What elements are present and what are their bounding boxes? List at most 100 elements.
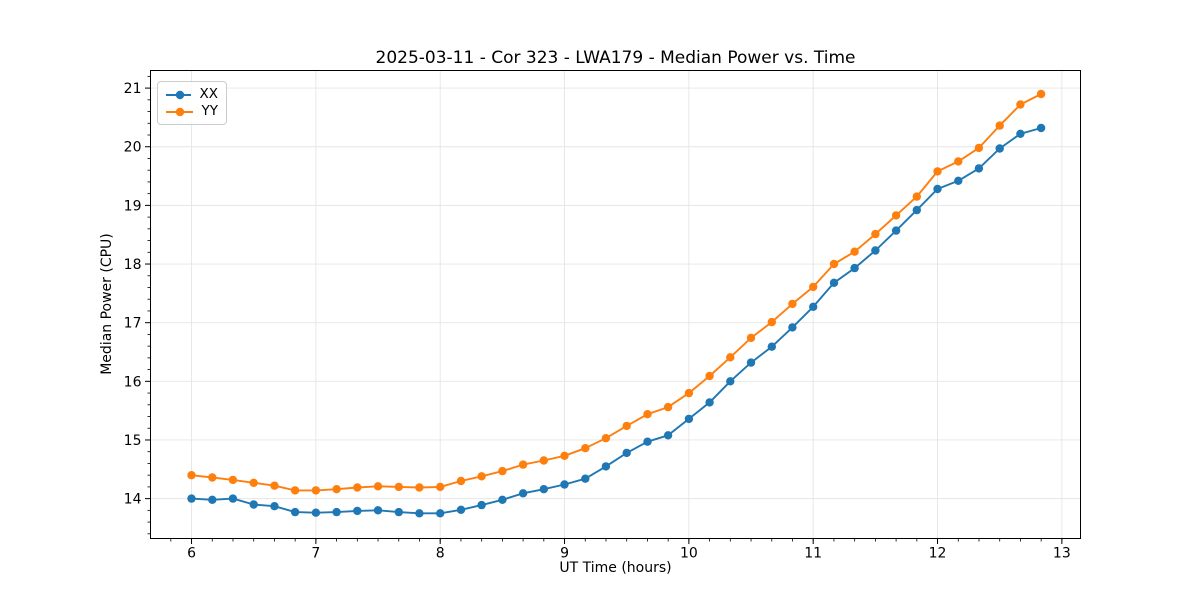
data-point-marker-yy	[850, 247, 859, 256]
data-point-marker-yy	[684, 388, 694, 398]
data-point-marker-yy	[249, 478, 258, 487]
data-point-marker-yy	[1016, 100, 1025, 109]
data-point-marker-xx	[726, 377, 735, 386]
data-point-marker-xx	[974, 164, 984, 173]
data-point-marker-yy	[290, 486, 300, 495]
data-point-marker-yy	[415, 483, 424, 492]
x-tick-label: 10	[680, 546, 698, 562]
data-point-marker-yy	[788, 299, 797, 309]
x-tick-label: 6	[187, 546, 196, 562]
data-point-marker-xx	[1016, 129, 1025, 138]
data-point-marker-xx	[891, 226, 901, 235]
data-point-marker-yy	[208, 473, 217, 482]
data-point-marker-xx	[995, 144, 1004, 153]
legend-label-xx: XX	[199, 85, 219, 102]
data-point-marker-yy	[663, 402, 673, 412]
y-tick-label: 16	[124, 374, 142, 390]
data-point-marker-xx	[954, 176, 963, 185]
legend-marker-yy	[175, 107, 185, 116]
data-point-marker-yy	[539, 456, 548, 465]
x-tick-label: 12	[929, 546, 947, 562]
x-tick-label: 11	[804, 546, 822, 562]
data-point-marker-xx	[684, 414, 694, 424]
data-point-marker-xx	[208, 495, 217, 504]
data-point-marker-yy	[933, 167, 942, 176]
data-point-marker-yy	[311, 486, 321, 495]
data-point-marker-xx	[394, 507, 403, 517]
data-point-marker-yy	[974, 143, 984, 153]
data-point-marker-xx	[270, 502, 279, 511]
data-point-marker-xx	[871, 246, 880, 255]
y-tick-label: 17	[124, 316, 142, 332]
y-axis-label: Median Power (CPU)	[99, 233, 115, 375]
data-point-marker-xx	[311, 508, 321, 517]
data-point-marker-yy	[373, 482, 383, 491]
data-point-marker-xx	[746, 358, 756, 367]
data-point-marker-yy	[622, 421, 631, 431]
data-point-marker-xx	[622, 448, 631, 458]
data-point-marker-yy	[581, 444, 590, 453]
y-tick-label: 14	[124, 492, 142, 508]
y-tick-label: 18	[124, 257, 142, 273]
data-point-marker-xx	[663, 431, 673, 440]
data-point-marker-yy	[891, 211, 901, 220]
data-point-marker-yy	[809, 282, 818, 292]
data-point-marker-xx	[187, 494, 196, 503]
data-point-marker-xx	[539, 485, 548, 494]
data-point-marker-xx	[560, 480, 569, 489]
data-point-marker-yy	[456, 476, 466, 486]
axes-spines	[150, 70, 1081, 539]
data-point-marker-xx	[477, 500, 486, 510]
data-point-marker-xx	[643, 437, 652, 446]
data-point-marker-yy	[601, 434, 611, 443]
data-point-marker-yy	[353, 483, 362, 492]
data-point-marker-yy	[767, 317, 776, 327]
data-point-marker-xx	[912, 205, 921, 215]
legend-label-yy: YY	[201, 102, 219, 119]
data-point-marker-yy	[394, 482, 403, 492]
data-point-marker-xx	[249, 500, 258, 509]
data-point-marker-xx	[933, 184, 942, 194]
data-point-marker-yy	[995, 121, 1004, 130]
y-tick-label: 21	[124, 81, 142, 97]
series-line-yy	[191, 93, 1042, 492]
data-point-marker-yy	[477, 472, 486, 481]
y-tick-label: 20	[124, 140, 142, 156]
data-point-marker-yy	[498, 466, 507, 476]
data-point-marker-yy	[228, 475, 238, 485]
data-point-marker-xx	[353, 506, 362, 516]
data-point-marker-yy	[1036, 89, 1046, 99]
data-point-marker-xx	[581, 474, 590, 483]
data-point-marker-xx	[290, 507, 300, 517]
y-tick-label: 19	[124, 198, 142, 214]
data-point-marker-yy	[746, 333, 756, 343]
data-point-marker-xx	[809, 302, 818, 311]
x-tick-label: 13	[1053, 546, 1071, 562]
data-point-marker-yy	[518, 460, 528, 469]
data-point-marker-xx	[332, 507, 341, 517]
legend-item-xx: XX	[165, 86, 218, 103]
data-point-marker-yy	[560, 451, 569, 460]
data-point-marker-yy	[954, 157, 963, 166]
legend-line-sample-yy	[166, 107, 193, 116]
data-point-marker-xx	[767, 342, 776, 351]
legend-marker-xx	[175, 90, 185, 99]
data-point-marker-yy	[643, 410, 652, 419]
data-point-marker-xx	[498, 495, 507, 504]
data-point-marker-xx	[601, 462, 611, 471]
data-point-marker-xx	[829, 278, 839, 287]
data-point-marker-xx	[788, 323, 797, 332]
legend-line-sample-xx	[166, 90, 191, 99]
data-point-marker-xx	[705, 398, 714, 407]
data-point-marker-xx	[518, 489, 528, 498]
data-point-marker-yy	[726, 353, 735, 362]
y-tick-label: 15	[124, 433, 142, 449]
data-point-marker-xx	[415, 509, 424, 518]
data-point-marker-yy	[270, 481, 279, 490]
data-point-marker-xx	[373, 506, 383, 515]
data-point-marker-xx	[1036, 123, 1046, 133]
data-point-marker-yy	[332, 485, 341, 494]
data-point-marker-yy	[436, 482, 445, 492]
chart-title: 2025-03-11 - Cor 323 - LWA179 - Median P…	[375, 48, 856, 68]
